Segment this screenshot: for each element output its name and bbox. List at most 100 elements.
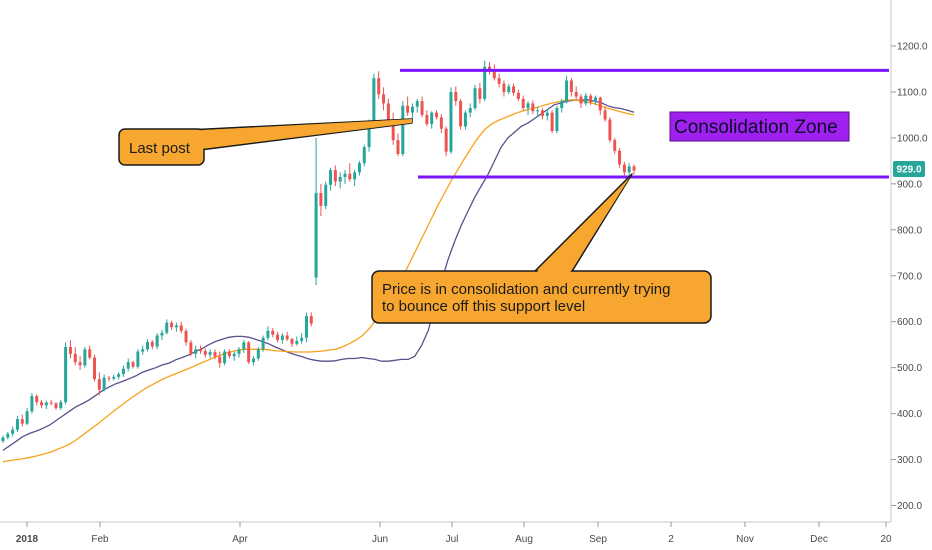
support-note-callout[interactable]: Price is in consolidation and currently …	[371, 173, 712, 324]
candle-down	[88, 349, 92, 358]
candle-up	[266, 330, 270, 338]
price-tick-label: 1000.0	[897, 133, 928, 144]
candle-down	[68, 346, 72, 354]
candle-up	[555, 108, 559, 132]
candle-down	[213, 352, 217, 357]
candle-up	[208, 352, 212, 355]
price-tick-label: 1100.0	[897, 87, 927, 98]
candle-down	[93, 357, 97, 380]
candle-down	[406, 105, 410, 113]
candle-up	[146, 341, 149, 350]
time-tick-label: Sep	[589, 534, 607, 545]
candle-up	[314, 193, 318, 278]
candle-down	[574, 91, 578, 97]
candle-down	[20, 419, 24, 424]
time-tick-label: Aug	[515, 534, 533, 545]
candle-down	[516, 92, 520, 99]
candle-down	[459, 101, 463, 127]
candle-down	[589, 95, 593, 103]
price-tick-label: 300.0	[897, 455, 922, 466]
support-note-line-2: to bounce off this support level	[382, 298, 585, 315]
candle-down	[579, 96, 583, 104]
candle-up	[565, 80, 569, 102]
candle-up	[126, 362, 130, 369]
candle-down	[454, 91, 458, 102]
candle-up	[304, 316, 308, 338]
candle-down	[78, 362, 82, 366]
candle-up	[627, 166, 631, 173]
candle-up	[242, 342, 246, 350]
candle-down	[227, 351, 231, 357]
candle-up	[372, 78, 376, 125]
last-post-pointer-fill	[187, 119, 412, 149]
candle-up	[141, 349, 145, 352]
candle-down	[198, 349, 202, 352]
candle-down	[603, 110, 607, 120]
candle-up	[449, 91, 453, 152]
last-post-callout[interactable]: Last post	[118, 118, 413, 166]
time-tick-label: 2	[668, 534, 674, 545]
candle-up	[357, 163, 361, 173]
time-tick-label: Feb	[91, 534, 109, 545]
candle-down	[377, 78, 381, 95]
candle-down	[97, 379, 101, 390]
candle-up	[536, 110, 540, 112]
candle-down	[40, 402, 44, 406]
candle-down	[550, 112, 554, 132]
candle-up	[261, 337, 265, 350]
candle-down	[107, 377, 111, 379]
candle-up	[155, 335, 159, 347]
candle-down	[598, 97, 602, 111]
candle-down	[613, 140, 617, 151]
candle-down	[502, 83, 506, 92]
candle-up	[295, 340, 299, 344]
candle-up	[174, 325, 178, 328]
consolidation-zone-text: Consolidation Zone	[674, 117, 838, 138]
time-tick-label: Jul	[446, 534, 459, 545]
candle-down	[540, 110, 544, 116]
time-axis[interactable]: 2018 Feb Apr Jun Jul Aug Sep 2 Nov Dec 20	[16, 522, 892, 545]
candle-up	[237, 349, 241, 354]
candle-down	[608, 119, 612, 141]
candle-up	[324, 184, 328, 206]
candle-down	[319, 193, 323, 206]
candle-down	[531, 103, 535, 112]
candle-up	[11, 429, 15, 434]
candle-up	[6, 433, 10, 438]
time-tick-label: Nov	[736, 534, 754, 545]
candle-up	[473, 88, 477, 109]
candle-up	[136, 351, 140, 367]
candle-up	[102, 377, 106, 390]
candle-up	[121, 368, 125, 375]
price-tick-label: 400.0	[897, 409, 922, 420]
candle-down	[348, 173, 352, 180]
time-tick-label: Jun	[372, 534, 388, 545]
support-note-pointer-fill	[535, 177, 630, 274]
candle-down	[290, 339, 294, 344]
last-price-label: 929.0	[896, 165, 921, 176]
candle-up	[223, 351, 227, 364]
candle-down	[150, 341, 154, 347]
candle-up	[251, 358, 255, 363]
candle-up	[64, 346, 68, 403]
candle-down	[386, 103, 390, 120]
candle-down	[492, 71, 496, 79]
price-tick-label: 600.0	[897, 317, 922, 328]
candle-up	[507, 86, 511, 92]
consolidation-zone-box	[669, 111, 850, 142]
candle-up	[256, 349, 260, 359]
price-tick-label: 700.0	[897, 271, 922, 282]
candle-up	[410, 106, 414, 113]
candle-down	[435, 112, 439, 118]
consolidation-zone-label[interactable]: Consolidation Zone	[669, 111, 850, 142]
candle-down	[396, 140, 400, 154]
candle-up	[329, 170, 333, 185]
time-tick-label: 2018	[16, 534, 39, 545]
candle-down	[333, 170, 337, 182]
candle-up	[160, 332, 164, 336]
price-axis[interactable]: 200.0 300.0 400.0 500.0 600.0 700.0 800.0 900.0…	[891, 42, 928, 513]
candle-down	[285, 335, 289, 340]
candle-up	[343, 173, 347, 177]
slow-moving-average-line	[2, 99, 635, 463]
